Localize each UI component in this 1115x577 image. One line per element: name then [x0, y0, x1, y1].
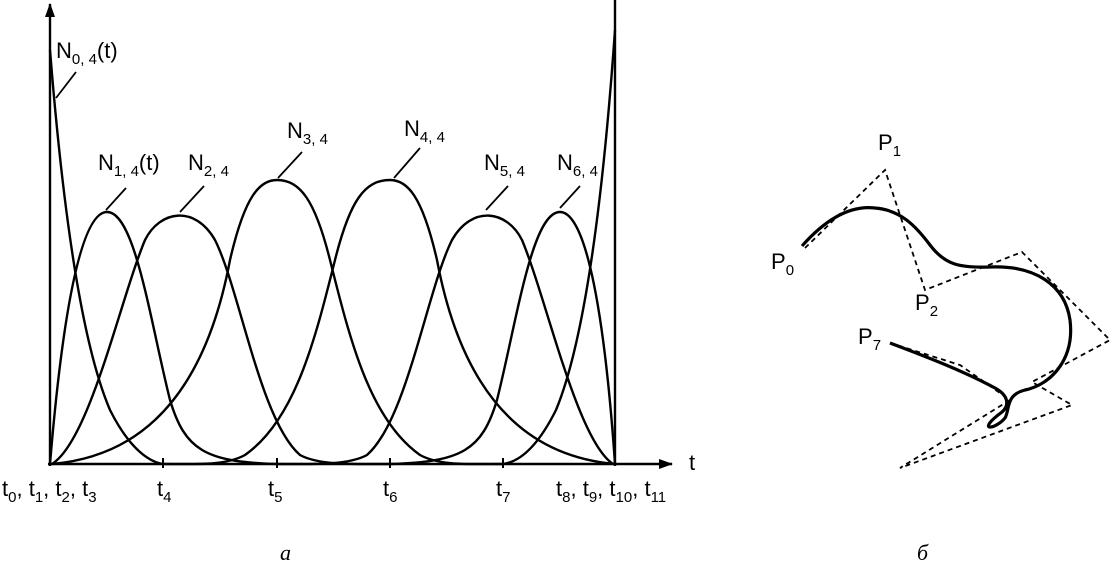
- label-n6: N6, 4: [557, 150, 598, 180]
- label-p1: P1: [878, 130, 901, 160]
- label-n1: N1, 4(t): [98, 150, 160, 180]
- basis-curve-n5: [276, 214, 614, 466]
- basis-curve-n1: [48, 210, 278, 466]
- knot-label-t5: t5: [268, 476, 282, 506]
- panel-a-basis-functions: N0, 4(t) N1, 4(t) N2, 4 N3, 4 N4, 4 N5, …: [2, 0, 695, 565]
- control-polygon: [804, 168, 1112, 469]
- knot-label-t0-t3: t0, t1, t2, t3: [2, 476, 97, 506]
- knot-label-t6: t6: [383, 476, 397, 506]
- basis-curve-n4: [162, 178, 616, 466]
- label-p7: P7: [858, 324, 881, 354]
- caption-b: б: [917, 540, 929, 565]
- knot-label-t4: t4: [157, 476, 171, 506]
- t-axis-label: t: [689, 450, 695, 475]
- label-n4: N4, 4: [404, 116, 445, 146]
- basis-curve-n0: [48, 49, 164, 466]
- label-p0: P0: [771, 249, 794, 279]
- panel-b-spline-curve: P0 P1 P2 P7 б: [771, 130, 1112, 565]
- label-n5: N5, 4: [484, 150, 525, 180]
- label-p2: P2: [915, 290, 938, 320]
- spline-curve: [800, 206, 1073, 429]
- basis-curve-n6: [389, 210, 617, 466]
- knot-label-t8-t11: t8, t9, t10, t11: [556, 476, 666, 506]
- leader-lines: [55, 71, 581, 213]
- basis-curve-n0-right: [502, 29, 617, 466]
- label-n3: N3, 4: [287, 118, 328, 148]
- label-n0: N0, 4(t): [56, 38, 118, 68]
- knot-label-t7: t7: [496, 476, 510, 506]
- caption-a: а: [280, 540, 291, 565]
- basis-curve-n3: [51, 178, 504, 466]
- label-n2: N2, 4: [188, 150, 229, 180]
- basis-curve-n2: [51, 214, 391, 466]
